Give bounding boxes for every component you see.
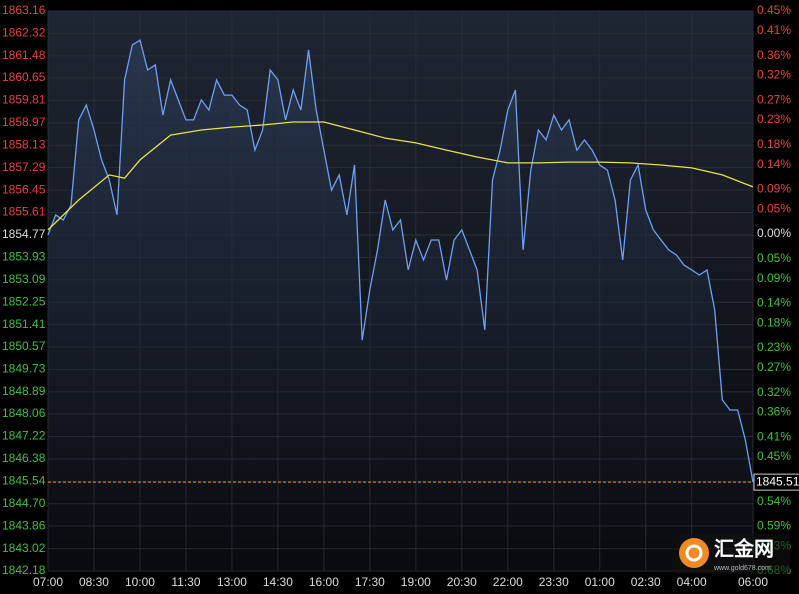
- y-tick-label: 1855.61: [2, 205, 46, 219]
- x-tick-label: 20:30: [447, 575, 477, 589]
- y-tick-label: 1844.70: [2, 496, 46, 510]
- y-tick-label: 1858.13: [2, 137, 46, 151]
- y-tick-label: 1843.02: [2, 541, 46, 555]
- watermark-url: www.gold678.com: [713, 565, 771, 572]
- x-tick-label: 02:30: [631, 575, 661, 589]
- y-tick-label: 1848.06: [2, 406, 46, 420]
- y-tick-label: 1845.54: [2, 473, 46, 487]
- y2-tick-label: 0.00%: [757, 226, 791, 240]
- y2-tick-label: 0.09%: [757, 271, 791, 285]
- x-tick-label: 22:00: [493, 575, 523, 589]
- y-tick-label: 1854.77: [2, 227, 46, 241]
- y2-tick-label: 0.05%: [757, 201, 791, 215]
- y2-tick-label: 0.32%: [757, 68, 791, 82]
- y2-tick-label: 0.36%: [757, 48, 791, 62]
- series-line: [47, 121, 754, 231]
- y-tick-label: 1851.41: [2, 317, 46, 331]
- y-tick-label: 1859.81: [2, 93, 46, 107]
- y2-tick-label: 0.23%: [757, 340, 791, 354]
- y-tick-label: 1853.93: [2, 250, 46, 264]
- x-tick-label: 19:00: [401, 575, 431, 589]
- last-price-box: [753, 473, 799, 491]
- y2-tick-label: 0.41%: [757, 429, 791, 443]
- y-tick-label: 1852.25: [2, 294, 46, 308]
- x-tick-label: 23:30: [539, 575, 569, 589]
- y2-tick-label: 0.54%: [757, 494, 791, 508]
- y2-tick-label: 0.27%: [757, 360, 791, 374]
- y-tick-label: 1861.48: [2, 48, 46, 62]
- y-tick-label: 1863.16: [2, 3, 46, 17]
- series-line: [47, 39, 754, 483]
- y2-tick-label: 0.09%: [757, 182, 791, 196]
- y-tick-label: 1847.22: [2, 429, 46, 443]
- y-tick-label: 1842.18: [2, 563, 46, 577]
- y2-tick-label: 0.36%: [757, 405, 791, 419]
- y2-tick-label: 0.59%: [757, 519, 791, 533]
- last-price-label: 1845.51: [756, 474, 799, 488]
- y-tick-label: 1862.32: [2, 26, 46, 40]
- y-tick-label: 1858.97: [2, 115, 46, 129]
- y-tick-label: 1856.45: [2, 182, 46, 196]
- watermark: 汇金网 www.gold678.com: [672, 534, 790, 574]
- x-tick-label: 04:00: [677, 575, 707, 589]
- x-tick-label: 13:00: [217, 575, 247, 589]
- x-tick-label: 08:30: [79, 575, 109, 589]
- logo-ring: [685, 544, 703, 562]
- x-tick-label: 14:30: [263, 575, 293, 589]
- x-tick-label: 11:30: [171, 575, 200, 589]
- y2-tick-label: 0.45%: [757, 449, 791, 463]
- y2-tick-label: 0.14%: [757, 157, 791, 171]
- logo-icon: [679, 538, 709, 568]
- y2-tick-label: 0.45%: [757, 3, 791, 17]
- x-tick-label: 07:00: [33, 575, 63, 589]
- y-tick-label: 1849.73: [2, 362, 46, 376]
- y2-tick-label: 0.32%: [757, 385, 791, 399]
- x-tick-label: 10:00: [125, 575, 155, 589]
- y2-tick-label: 0.27%: [757, 92, 791, 106]
- y-tick-label: 1850.57: [2, 339, 46, 353]
- watermark-title: 汇金网: [714, 536, 774, 560]
- y-tick-label: 1860.65: [2, 70, 46, 84]
- y2-tick-label: 0.23%: [757, 112, 791, 126]
- x-tick-label: 17:30: [355, 575, 385, 589]
- y-tick-label: 1843.86: [2, 518, 46, 532]
- y-tick-label: 1848.89: [2, 384, 46, 398]
- y-tick-label: 1853.09: [2, 272, 46, 286]
- price-area: [48, 40, 753, 572]
- y2-tick-label: 0.18%: [757, 137, 791, 151]
- x-tick-label: 06:00: [738, 575, 768, 589]
- y2-tick-label: 0.18%: [757, 315, 791, 329]
- y2-tick-label: 0.14%: [757, 296, 791, 310]
- y2-tick-label: 0.05%: [757, 251, 791, 265]
- x-tick-label: 16:00: [309, 575, 339, 589]
- y-tick-label: 1857.29: [2, 160, 46, 174]
- x-tick-label: 01:00: [585, 575, 615, 589]
- y2-tick-label: 0.41%: [757, 23, 791, 37]
- layer: 1863.16 1862.32 1861.48 1860.65 1859.81 1858.…: [2, 3, 799, 589]
- y-tick-label: 1846.38: [2, 451, 46, 465]
